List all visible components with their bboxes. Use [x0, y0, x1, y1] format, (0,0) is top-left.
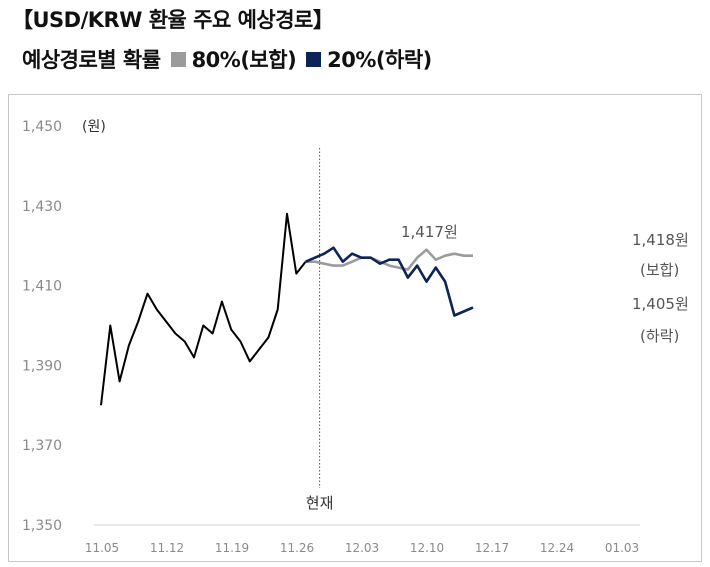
x-tick-label: 12.10 — [410, 541, 444, 555]
history-line — [100, 212, 307, 406]
x-tick-label: 01.03 — [605, 541, 639, 555]
flat-end-value-label: 1,418원 — [632, 231, 689, 249]
x-tick-label: 11.19 — [215, 541, 249, 555]
subtitle-prefix: 예상경로별 확률 — [22, 48, 161, 72]
y-tick-label: 1,390 — [22, 358, 62, 374]
x-tick-label: 11.12 — [150, 541, 184, 555]
y-tick-label: 1,350 — [22, 518, 62, 534]
y-tick-label: 1,370 — [22, 438, 62, 454]
y-tick-label: 1,430 — [22, 199, 62, 215]
x-tick-label: 12.17 — [475, 541, 509, 555]
x-tick-label: 11.05 — [85, 541, 119, 555]
current-value-label: 1,417원 — [401, 223, 458, 241]
chart-frame — [8, 94, 702, 562]
x-tick-label: 12.24 — [540, 541, 574, 555]
annotations: 1,417원 1,418원 (보합) 1,405원 (하락) — [401, 223, 689, 345]
chart-subtitle: 예상경로별 확률 80%(보합) 20%(하락) — [22, 44, 432, 74]
legend-label-down: 20%(하락) — [327, 48, 432, 72]
down-scenario-line — [305, 246, 474, 317]
legend-label-flat: 80%(보합) — [191, 48, 297, 72]
legend-swatch-down — [306, 51, 322, 67]
x-tick-label: 12.03 — [345, 541, 379, 555]
flat-scenario-line — [305, 248, 473, 271]
y-axis: 1,350 1,370 1,390 1,410 1,430 1,450 (원) — [22, 119, 106, 534]
x-axis: 11.05 11.12 11.19 11.26 12.03 12.10 12.17 12.24… — [85, 524, 640, 555]
current-label: 현재 — [306, 494, 334, 512]
down-end-scenario-label: (하락) — [640, 327, 679, 345]
legend-swatch-flat — [170, 51, 186, 67]
current-marker: 현재 — [306, 148, 334, 512]
down-end-value-label: 1,405원 — [632, 295, 689, 313]
y-tick-label: 1,410 — [22, 279, 62, 295]
x-tick-label: 11.26 — [280, 541, 314, 555]
series-lines — [100, 212, 474, 406]
flat-end-scenario-label: (보합) — [640, 261, 679, 279]
chart-title: 【USD/KRW 환율 주요 예상경로】 — [12, 8, 334, 32]
y-tick-label: 1,450 — [22, 119, 62, 135]
y-axis-unit: (원) — [82, 119, 106, 135]
